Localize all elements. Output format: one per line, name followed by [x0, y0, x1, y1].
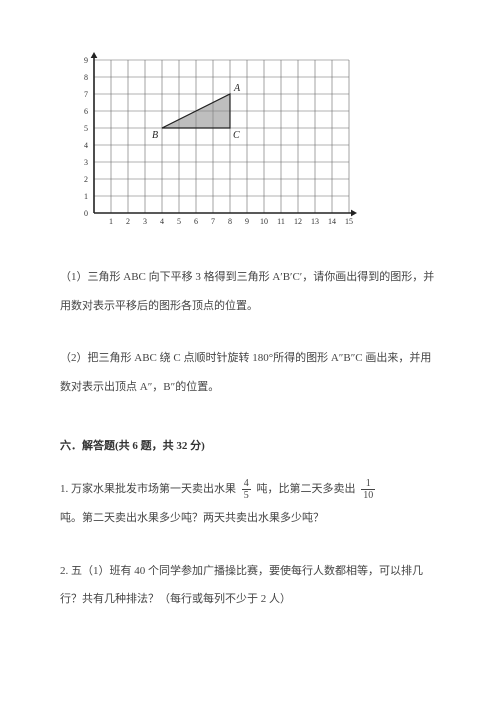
p1-text-c: 吨。第二天卖出水果多少吨？两天共卖出水果多少吨？	[60, 512, 324, 524]
question-2: （2）把三角形 ABC 绕 C 点顺时针旋转 180°所得的图形 A″B″C 画…	[60, 344, 440, 401]
svg-text:B: B	[152, 130, 158, 141]
svg-text:A: A	[233, 83, 241, 94]
fraction-1-10: 1 10	[361, 478, 375, 501]
section-6-title: 六．解答题(共 6 题，共 32 分)	[60, 437, 440, 453]
svg-text:9: 9	[84, 56, 88, 65]
svg-text:15: 15	[345, 217, 353, 226]
svg-text:1: 1	[109, 217, 113, 226]
p1-text-a: 1. 万家水果批发市场第一天卖出水果	[60, 483, 236, 495]
p2-line2: 行？共有几种排法？（每行或每列不少于 2 人）	[60, 593, 291, 605]
svg-text:0: 0	[84, 209, 88, 218]
fraction-4-5: 4 5	[242, 478, 251, 501]
svg-text:1: 1	[84, 192, 88, 201]
chart-svg: 1234567891011121314150123456789ABC	[70, 50, 370, 230]
question-1: （1）三角形 ABC 向下平移 3 格得到三角形 A′B′C′，请你画出得到的图…	[60, 263, 440, 320]
svg-text:2: 2	[84, 175, 88, 184]
svg-text:4: 4	[160, 217, 164, 226]
svg-text:9: 9	[245, 217, 249, 226]
svg-text:12: 12	[294, 217, 302, 226]
svg-text:11: 11	[277, 217, 285, 226]
problem-2: 2. 五（1）班有 40 个同学参加广播操比赛，要使每行人数都相等，可以排几 行…	[60, 557, 440, 614]
svg-text:5: 5	[84, 124, 88, 133]
svg-text:2: 2	[126, 217, 130, 226]
svg-text:C: C	[233, 130, 240, 141]
svg-text:3: 3	[143, 217, 147, 226]
q2-line1: （2）把三角形 ABC 绕 C 点顺时针旋转 180°所得的图形 A″B″C 画…	[60, 352, 431, 364]
svg-text:10: 10	[260, 217, 268, 226]
svg-text:3: 3	[84, 158, 88, 167]
svg-text:6: 6	[194, 217, 198, 226]
q1-line2: 用数对表示平移后的图形各顶点的位置。	[60, 300, 258, 312]
frac-den: 10	[361, 490, 375, 501]
problem-1: 1. 万家水果批发市场第一天卖出水果 4 5 吨，比第二天多卖出 1 10 吨。…	[60, 475, 440, 532]
svg-text:8: 8	[84, 73, 88, 82]
p2-line1: 2. 五（1）班有 40 个同学参加广播操比赛，要使每行人数都相等，可以排几	[60, 565, 423, 577]
q1-line1: （1）三角形 ABC 向下平移 3 格得到三角形 A′B′C′，请你画出得到的图…	[60, 271, 434, 283]
triangle-grid-chart: 1234567891011121314150123456789ABC	[70, 50, 440, 233]
svg-text:13: 13	[311, 217, 319, 226]
p1-text-b: 吨，比第二天多卖出	[257, 483, 356, 495]
svg-text:6: 6	[84, 107, 88, 116]
svg-text:14: 14	[328, 217, 336, 226]
svg-text:4: 4	[84, 141, 88, 150]
svg-text:5: 5	[177, 217, 181, 226]
frac-den: 5	[242, 490, 251, 501]
frac-num: 1	[361, 478, 375, 490]
q2-line2: 数对表示出顶点 A″，B″的位置。	[60, 381, 219, 393]
svg-text:7: 7	[211, 217, 215, 226]
frac-num: 4	[242, 478, 251, 490]
svg-text:8: 8	[228, 217, 232, 226]
svg-text:7: 7	[84, 90, 88, 99]
